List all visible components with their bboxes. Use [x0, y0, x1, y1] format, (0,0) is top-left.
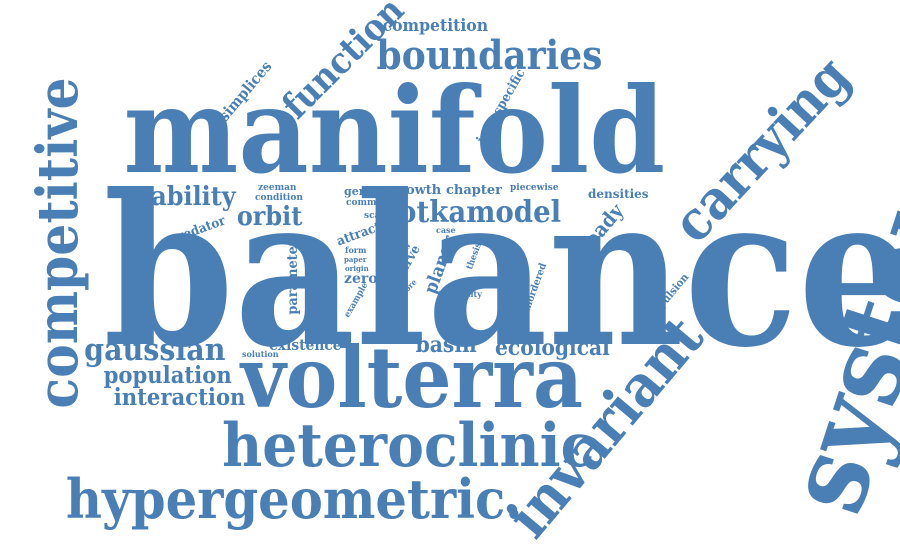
word-population: population: [103, 362, 232, 389]
word-gaussian: gaussian: [84, 332, 226, 368]
word-form: form: [345, 245, 367, 255]
word-ecological: ecological: [494, 335, 610, 361]
word-chapter: chapter: [446, 183, 503, 198]
word-manifold: manifold: [123, 61, 666, 200]
word-boundaries: boundaries: [376, 32, 603, 79]
word-competitive: competitive: [24, 77, 91, 409]
word-competition: competition: [382, 16, 489, 36]
word-interaction: interaction: [113, 384, 246, 411]
word-origin: origin: [345, 264, 369, 273]
word-heteroclinic: heteroclinic: [222, 411, 595, 481]
word-piecewise: piecewise: [510, 183, 559, 193]
word-parameter: parameter: [284, 239, 301, 315]
word-hypergeometric: hypergeometric.: [65, 467, 523, 531]
word-existence: existence: [269, 336, 342, 354]
word-volterra: volterra: [240, 328, 584, 427]
word-zeeman: zeeman: [258, 183, 297, 193]
word-solution: solution: [242, 349, 279, 359]
word-balance: balance: [103, 150, 900, 394]
word-condition: condition: [255, 193, 303, 203]
word-paper: paper: [344, 255, 367, 264]
word-stability: stability: [126, 182, 236, 212]
word-common: common: [346, 198, 390, 208]
word-densities: densities: [588, 187, 649, 201]
word-zero: zero: [344, 271, 378, 287]
word-lotkamodel: lotkamodel: [387, 195, 562, 230]
word-general: general: [344, 185, 391, 198]
word-orbit: orbit: [236, 202, 303, 232]
word-infinity: infinity: [450, 289, 482, 299]
word-case: case: [436, 225, 456, 235]
word-scaled: scaled: [364, 211, 396, 221]
word-basin: basin: [415, 332, 477, 358]
word-growth: growth: [390, 183, 442, 198]
word-rate: rate: [392, 241, 411, 251]
